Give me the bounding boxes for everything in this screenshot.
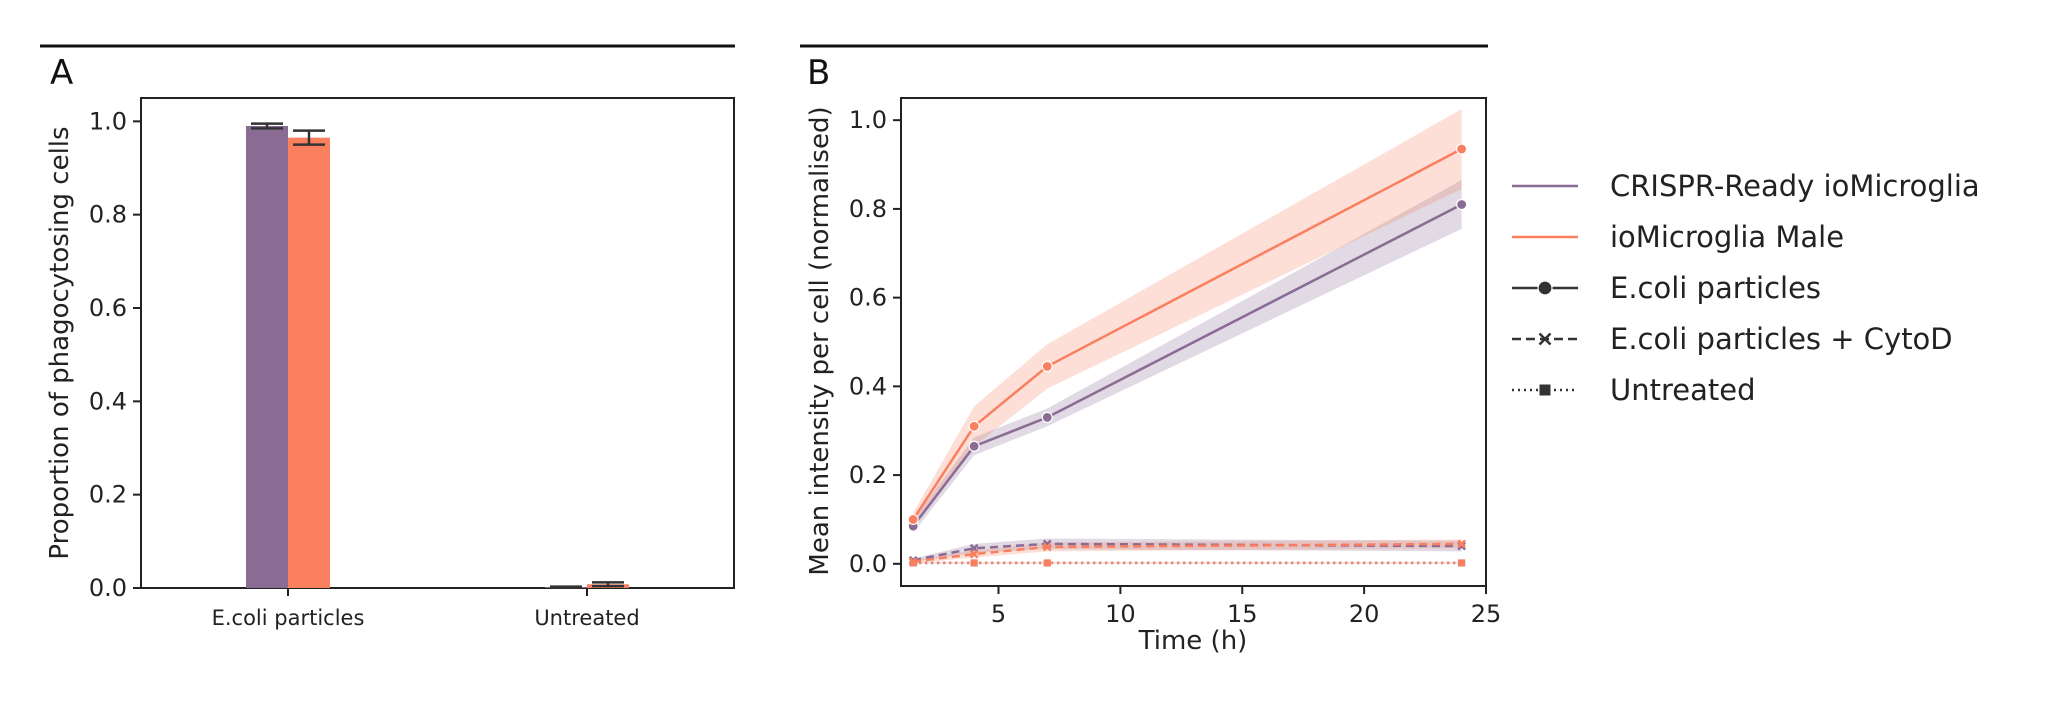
data-point xyxy=(1041,411,1053,424)
panel-b: B 0.00.20.40.60.81.0 5 10 15 20 25 Time (h) … xyxy=(800,44,1501,656)
data-point xyxy=(968,440,980,452)
y-tick-label: 0.8 xyxy=(849,195,887,223)
y-tick-label: 0.0 xyxy=(849,550,887,578)
bar xyxy=(288,137,330,588)
x-tick-label: 25 xyxy=(1471,600,1502,628)
bar xyxy=(246,126,288,588)
panel-b-letter: B xyxy=(807,53,830,93)
data-point xyxy=(1041,360,1053,372)
panel-a-y-axis-label: Proportion of phagocytosing cells xyxy=(45,126,75,559)
legend: CRISPR-Ready ioMicroglia ioMicroglia Male… xyxy=(1512,169,1980,407)
panel-a: A 0.0 0.2 0.4 0.6 0.8 1.0 E.coli particles Unt… xyxy=(40,44,735,630)
x-tick-label: Untreated xyxy=(534,606,639,630)
x-tick-label: E.coli particles xyxy=(212,606,365,630)
confidence-band xyxy=(913,180,1462,533)
panel-a-x-ticks: E.coli particles Untreated xyxy=(212,588,640,630)
y-tick-label: 0.6 xyxy=(89,294,127,322)
panel-b-y-ticks: 0.0 0.2 0.4 0.6 0.8 1.0 xyxy=(849,106,901,578)
x-tick-label: 5 xyxy=(991,600,1006,628)
panel-a-axes-frame xyxy=(140,97,735,589)
data-point xyxy=(1458,559,1466,567)
data-point xyxy=(1537,280,1553,296)
confidence-band xyxy=(913,562,1462,564)
data-point xyxy=(907,513,919,526)
panel-b-y-axis-label: Mean intensity per cell (normalised) xyxy=(805,106,835,575)
series-line xyxy=(912,147,1463,521)
panel-b-series-lines xyxy=(907,143,1468,567)
y-tick-label: 0.2 xyxy=(849,461,887,489)
y-tick-label: 1.0 xyxy=(849,106,887,134)
x-tick-label: 20 xyxy=(1349,600,1380,628)
y-tick-label: 0.8 xyxy=(89,201,127,229)
series-line xyxy=(912,203,1463,527)
legend-label: Untreated xyxy=(1610,373,1756,407)
panel-a-bars xyxy=(246,122,629,589)
y-tick-label: 0.4 xyxy=(849,372,887,400)
data-point xyxy=(1042,542,1052,552)
data-point xyxy=(1043,559,1051,567)
data-point xyxy=(1539,384,1551,396)
legend-label: E.coli particles + CytoD xyxy=(1610,322,1953,356)
panel-b-confidence-bands xyxy=(913,109,1462,564)
legend-label: E.coli particles xyxy=(1610,271,1821,305)
data-point xyxy=(969,549,979,559)
x-tick-label: 15 xyxy=(1227,600,1258,628)
data-point xyxy=(1456,143,1468,155)
panel-b-axes-frame xyxy=(900,97,1487,587)
data-point xyxy=(1538,332,1552,346)
data-point xyxy=(909,559,917,567)
panel-a-y-ticks: 0.0 0.2 0.4 0.6 0.8 1.0 xyxy=(89,107,141,602)
legend-label: CRISPR-Ready ioMicroglia xyxy=(1610,169,1980,203)
data-point xyxy=(970,559,978,567)
y-tick-label: 1.0 xyxy=(89,107,127,135)
panel-a-letter: A xyxy=(50,53,73,93)
legend-label: ioMicroglia Male xyxy=(1610,220,1844,254)
data-point xyxy=(1456,198,1468,211)
series-line xyxy=(913,542,1462,563)
panel-b-x-axis-label: Time (h) xyxy=(1138,626,1248,656)
panel-b-x-ticks: 5 10 15 20 25 xyxy=(991,586,1501,628)
x-tick-label: 10 xyxy=(1105,600,1136,628)
y-tick-label: 0.4 xyxy=(89,387,127,415)
y-tick-label: 0.0 xyxy=(89,574,127,602)
y-tick-label: 0.2 xyxy=(89,481,127,509)
confidence-band xyxy=(913,109,1462,527)
data-point xyxy=(1457,539,1467,549)
data-point xyxy=(968,420,980,432)
y-tick-label: 0.6 xyxy=(849,284,887,312)
